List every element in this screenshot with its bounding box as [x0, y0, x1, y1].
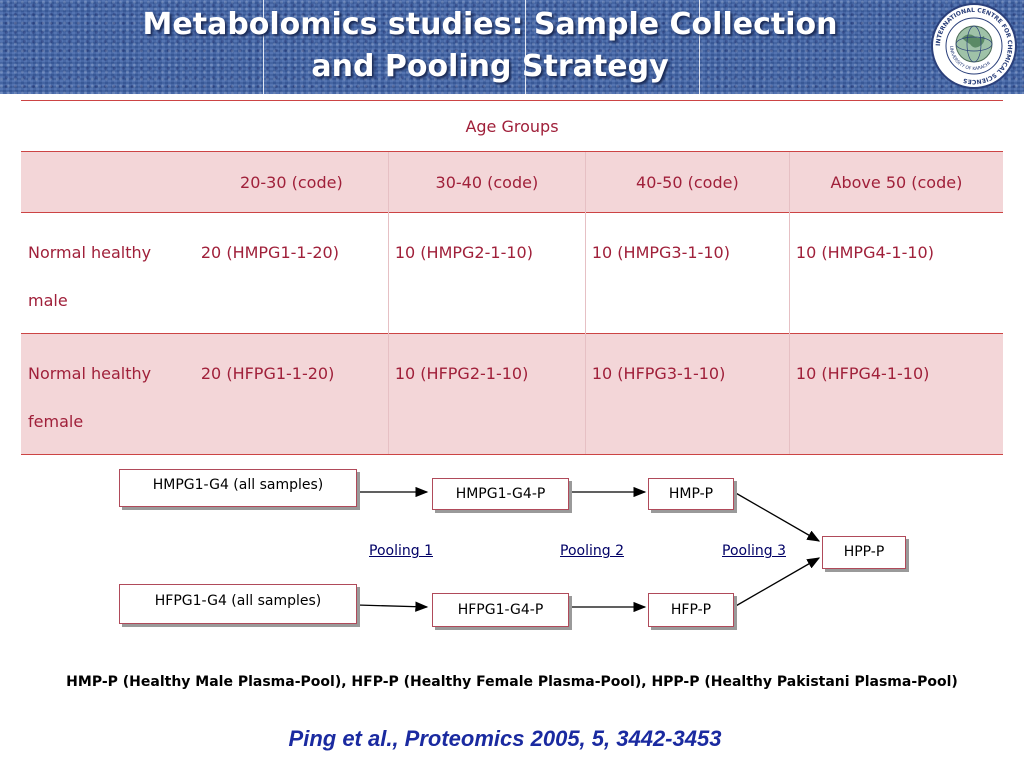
- banner-bottom-rule: [0, 94, 1024, 97]
- row-label-line: male: [28, 291, 68, 310]
- table-cell: 10 (HMPG4-1-10): [788, 212, 1003, 334]
- table-header-empty: [21, 151, 195, 213]
- hmpg-all-samples-box: HMPG1-G4 (all samples): [119, 469, 357, 507]
- sample-table: Age Groups 20-30 (code) 30-40 (code) 40-…: [21, 100, 1003, 455]
- row-label-line: Normal healthy: [28, 243, 152, 262]
- pooling-1-label: Pooling 1: [369, 543, 433, 559]
- table-row: Normal healthy male 20 (HMPG1-1-20) 10 (…: [21, 212, 1003, 334]
- table-cell: 20 (HMPG1-1-20): [194, 212, 389, 334]
- arrow: [733, 557, 821, 608]
- row-label: Normal healthy female: [21, 333, 195, 455]
- title-line-1: Metabolomics studies: Sample Collection: [142, 7, 838, 42]
- hmpg-pool-box: HMPG1-G4-P: [432, 478, 569, 510]
- banner-divider: [263, 0, 264, 94]
- column-header: 20-30 (code): [194, 151, 389, 213]
- arrow: [356, 601, 429, 612]
- age-groups-header: Age Groups: [21, 100, 1003, 152]
- page-title: Metabolomics studies: Sample Collection …: [120, 4, 860, 88]
- table-row: Normal healthy female 20 (HFPG1-1-20) 10…: [21, 333, 1003, 455]
- table-row: Age Groups: [21, 100, 1003, 152]
- table-cell: 10 (HFPG2-1-10): [387, 333, 586, 455]
- pooling-2-label: Pooling 2: [560, 543, 624, 559]
- banner-divider: [699, 0, 700, 94]
- row-label-line: female: [28, 412, 84, 431]
- hmp-pool-box: HMP-P: [648, 478, 734, 510]
- table-cell: 10 (HMPG2-1-10): [387, 212, 586, 334]
- table-header-row: 20-30 (code) 30-40 (code) 40-50 (code) A…: [21, 151, 1003, 213]
- hfp-pool-box: HFP-P: [648, 593, 734, 627]
- arrow: [733, 491, 821, 542]
- title-line-2: and Pooling Strategy: [311, 49, 669, 84]
- table-cell: 10 (HFPG4-1-10): [788, 333, 1003, 455]
- table-cell: 10 (HFPG3-1-10): [584, 333, 790, 455]
- header-banner: [0, 0, 1024, 94]
- column-header: 40-50 (code): [584, 151, 790, 213]
- banner-divider: [525, 0, 526, 94]
- citation: Ping et al., Proteomics 2005, 5, 3442-34…: [288, 726, 722, 751]
- table-cell: 20 (HFPG1-1-20): [194, 333, 389, 455]
- row-label-line: Normal healthy: [28, 364, 152, 383]
- abbreviation-legend: HMP-P (Healthy Male Plasma-Pool), HFP-P …: [66, 674, 958, 690]
- pooling-3-label: Pooling 3: [722, 543, 786, 559]
- table-cell: 10 (HMPG3-1-10): [584, 212, 790, 334]
- institute-logo: INTERNATIONAL CENTRE FOR CHEMICAL SCIENC…: [931, 3, 1017, 89]
- column-header: Above 50 (code): [788, 151, 1003, 213]
- hpp-pool-box: HPP-P: [822, 536, 906, 569]
- hfpg-all-samples-box: HFPG1-G4 (all samples): [119, 584, 357, 624]
- hfpg-pool-box: HFPG1-G4-P: [432, 593, 569, 627]
- row-label: Normal healthy male: [21, 212, 195, 334]
- column-header: 30-40 (code): [387, 151, 586, 213]
